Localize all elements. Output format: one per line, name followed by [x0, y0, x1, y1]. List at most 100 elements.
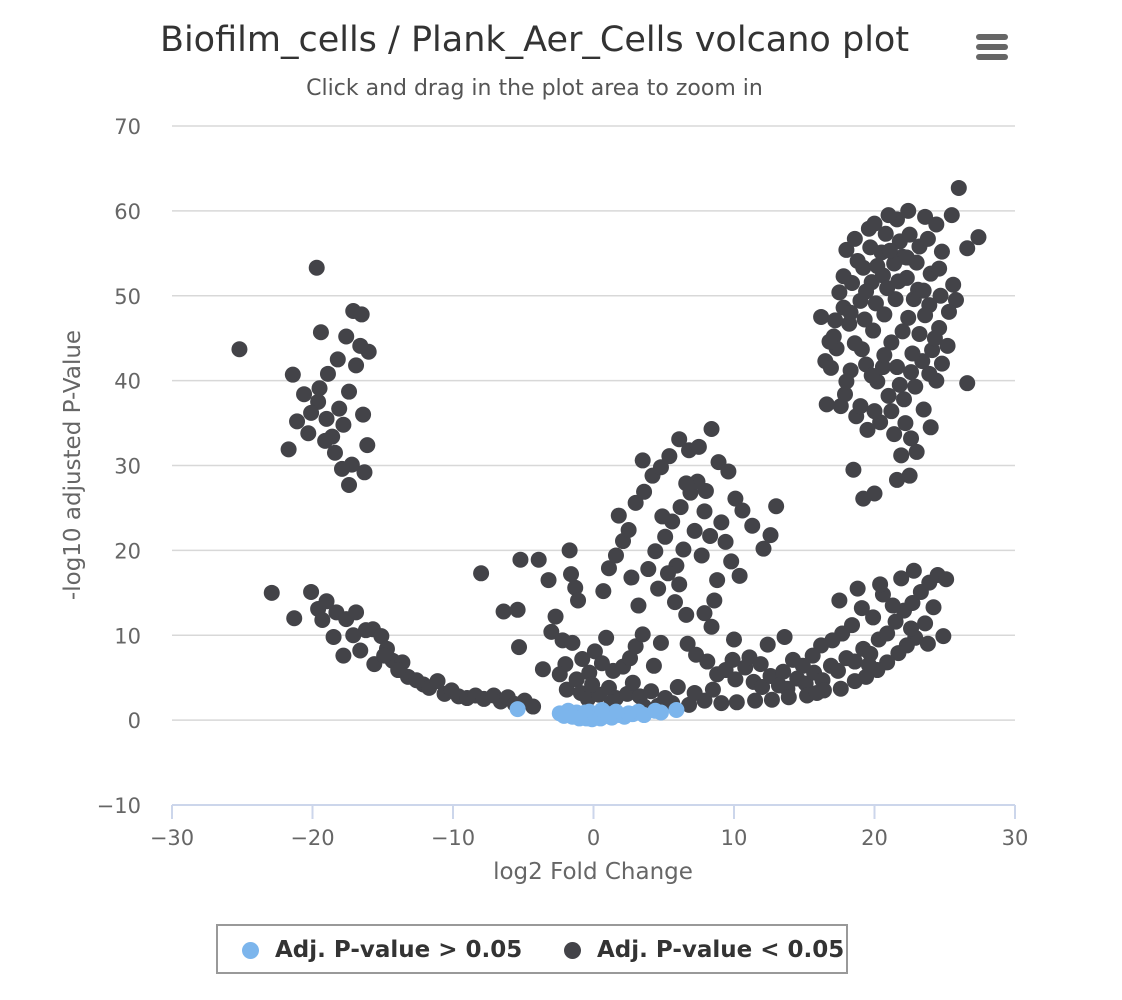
data-point[interactable] [652, 459, 669, 476]
data-point[interactable] [917, 615, 934, 632]
data-point[interactable] [703, 618, 720, 635]
data-point[interactable] [586, 643, 603, 660]
data-point[interactable] [473, 565, 490, 582]
data-point[interactable] [915, 282, 932, 299]
data-point[interactable] [759, 636, 776, 653]
data-point[interactable] [318, 410, 335, 427]
data-point[interactable] [893, 447, 910, 464]
data-point[interactable] [846, 230, 863, 247]
data-point[interactable] [915, 401, 932, 418]
data-point[interactable] [776, 628, 793, 645]
data-point[interactable] [551, 666, 568, 683]
data-point[interactable] [849, 580, 866, 597]
data-point[interactable] [643, 683, 660, 700]
data-point[interactable] [679, 635, 696, 652]
data-point[interactable] [865, 322, 882, 339]
data-point[interactable] [571, 710, 588, 727]
data-point[interactable] [886, 255, 903, 272]
data-point[interactable] [866, 403, 883, 420]
data-point[interactable] [822, 359, 839, 376]
data-point[interactable] [263, 584, 280, 601]
data-point[interactable] [831, 592, 848, 609]
data-point[interactable] [859, 421, 876, 438]
data-point[interactable] [335, 416, 352, 433]
data-point[interactable] [872, 576, 889, 593]
data-point[interactable] [390, 662, 407, 679]
data-point[interactable] [887, 291, 904, 308]
data-point[interactable] [678, 475, 695, 492]
data-point[interactable] [675, 541, 692, 558]
data-point[interactable] [693, 547, 710, 564]
data-point[interactable] [891, 376, 908, 393]
data-point[interactable] [709, 572, 726, 589]
data-point[interactable] [671, 576, 688, 593]
data-point[interactable] [659, 565, 676, 582]
data-point[interactable] [734, 502, 751, 519]
data-point[interactable] [627, 494, 644, 511]
data-point[interactable] [352, 337, 369, 354]
data-point[interactable] [338, 328, 355, 345]
data-point[interactable] [627, 638, 644, 655]
data-point[interactable] [866, 215, 883, 232]
data-point[interactable] [919, 635, 936, 652]
data-point[interactable] [829, 662, 846, 679]
data-point[interactable] [932, 287, 949, 304]
data-point[interactable] [808, 684, 825, 701]
data-point[interactable] [904, 594, 921, 611]
data-point[interactable] [543, 623, 560, 640]
data-point[interactable] [842, 304, 859, 321]
data-point[interactable] [334, 460, 351, 477]
data-point[interactable] [907, 378, 924, 395]
data-point[interactable] [846, 335, 863, 352]
data-point[interactable] [657, 528, 674, 545]
data-point[interactable] [348, 357, 365, 374]
data-point[interactable] [540, 572, 557, 589]
data-point[interactable] [911, 325, 928, 342]
data-point[interactable] [863, 367, 880, 384]
data-point[interactable] [570, 592, 587, 609]
data-point[interactable] [672, 499, 689, 516]
data-point[interactable] [726, 631, 742, 648]
data-point[interactable] [900, 202, 917, 219]
data-point[interactable] [869, 258, 886, 275]
data-point[interactable] [622, 650, 639, 667]
data-point[interactable] [300, 425, 317, 442]
data-point[interactable] [890, 645, 907, 662]
data-point[interactable] [568, 671, 585, 688]
data-point[interactable] [704, 681, 721, 698]
data-point[interactable] [429, 673, 446, 690]
data-point[interactable] [345, 627, 362, 644]
data-point[interactable] [303, 404, 320, 421]
data-point[interactable] [645, 657, 662, 674]
data-point[interactable] [713, 514, 730, 531]
data-point[interactable] [329, 351, 346, 368]
data-point[interactable] [341, 477, 358, 494]
data-point[interactable] [896, 391, 913, 408]
data-point[interactable] [314, 611, 331, 628]
data-point[interactable] [359, 437, 376, 454]
data-point[interactable] [943, 207, 960, 224]
data-point[interactable] [845, 461, 862, 478]
data-point[interactable] [509, 601, 526, 618]
data-point[interactable] [959, 240, 976, 257]
data-point[interactable] [853, 600, 870, 617]
data-point[interactable] [890, 273, 907, 290]
data-point[interactable] [898, 249, 915, 266]
data-point[interactable] [917, 208, 934, 225]
data-point[interactable] [373, 628, 390, 645]
data-point[interactable] [652, 704, 669, 721]
data-point[interactable] [884, 597, 901, 614]
data-point[interactable] [593, 701, 610, 718]
data-point[interactable] [763, 691, 780, 708]
data-point[interactable] [681, 696, 698, 713]
data-point[interactable] [846, 673, 863, 690]
data-point[interactable] [678, 606, 695, 623]
data-point[interactable] [747, 692, 764, 709]
data-point[interactable] [797, 675, 814, 692]
data-point[interactable] [727, 671, 744, 688]
data-point[interactable] [888, 359, 905, 376]
data-point[interactable] [922, 419, 939, 436]
data-point[interactable] [319, 365, 336, 382]
data-point[interactable] [755, 540, 772, 557]
data-point[interactable] [312, 324, 329, 341]
